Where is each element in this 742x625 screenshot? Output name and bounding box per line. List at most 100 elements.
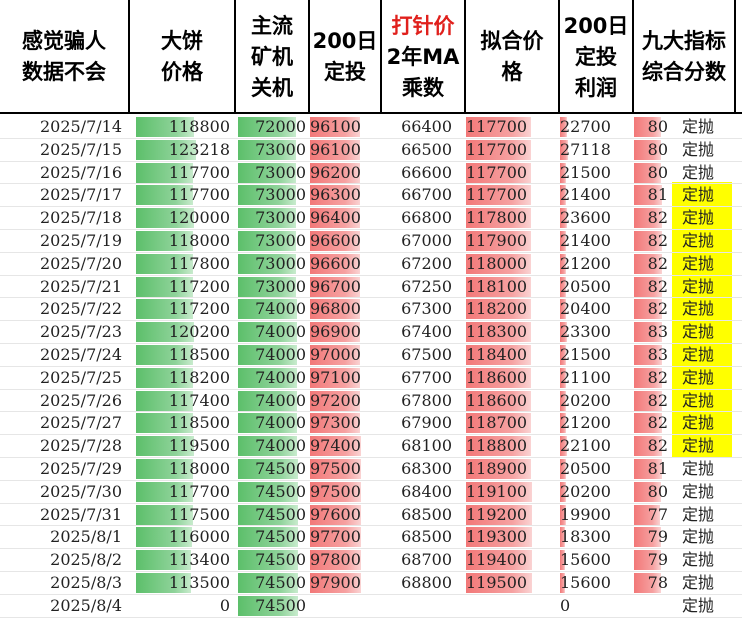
dca-profit-cell[interactable]: 20500 bbox=[560, 459, 611, 478]
btc-price-cell[interactable]: 117200 bbox=[168, 276, 230, 296]
ma-multiplier-cell[interactable]: 66600 bbox=[401, 162, 452, 182]
dca-profit-cell[interactable]: 27118 bbox=[560, 139, 611, 159]
dca-profit-cell[interactable]: 22700 bbox=[560, 117, 611, 136]
date-cell[interactable]: 2025/7/15 bbox=[39, 139, 122, 159]
action-cell[interactable]: 定抛 bbox=[681, 139, 714, 159]
header-2y-ma[interactable]: 打针价 2年MA 乘数 bbox=[382, 0, 464, 114]
score-cell[interactable]: 77 bbox=[647, 504, 668, 524]
btc-price-cell[interactable]: 0 bbox=[219, 595, 230, 615]
date-cell[interactable]: 2025/7/16 bbox=[39, 162, 122, 182]
dca-cell[interactable] bbox=[310, 595, 372, 617]
fit-price-cell[interactable]: 117700 bbox=[466, 162, 528, 182]
score-cell[interactable]: 82 bbox=[647, 208, 668, 228]
miner-shutdown-cell[interactable]: 73000 bbox=[255, 276, 306, 296]
score-cell[interactable]: 78 bbox=[647, 573, 668, 592]
fit-price-cell[interactable]: 117700 bbox=[466, 139, 528, 159]
action-cell[interactable]: 定抛 bbox=[681, 481, 714, 501]
btc-price-cell[interactable]: 117700 bbox=[168, 162, 230, 182]
miner-shutdown-cell[interactable]: 72000 bbox=[255, 117, 306, 136]
action-cell[interactable]: 定抛 bbox=[681, 117, 714, 136]
action-cell[interactable]: 定抛 bbox=[681, 299, 714, 319]
miner-shutdown-cell[interactable]: 73000 bbox=[255, 139, 306, 159]
action-cell[interactable]: 定抛 bbox=[681, 595, 714, 615]
fit-price-cell[interactable] bbox=[466, 595, 552, 617]
btc-price-cell[interactable]: 118800 bbox=[168, 117, 230, 136]
score-cell[interactable]: 82 bbox=[647, 253, 668, 273]
btc-price-cell[interactable]: 117700 bbox=[168, 185, 230, 205]
fit-price-cell[interactable]: 117700 bbox=[466, 117, 528, 136]
miner-shutdown-cell[interactable]: 74000 bbox=[255, 345, 306, 364]
dca-profit-cell[interactable]: 20500 bbox=[560, 276, 611, 296]
dca-profit-cell[interactable]: 20200 bbox=[560, 390, 611, 410]
score-cell[interactable]: 80 bbox=[647, 162, 668, 182]
action-cell[interactable]: 定抛 bbox=[681, 231, 714, 250]
action-cell[interactable]: 定抛 bbox=[681, 390, 714, 410]
score-cell[interactable]: 80 bbox=[647, 117, 668, 136]
fit-price-cell[interactable]: 118600 bbox=[466, 367, 528, 387]
miner-shutdown-cell[interactable]: 74000 bbox=[255, 413, 306, 433]
action-cell[interactable]: 定抛 bbox=[681, 208, 714, 228]
score-cell[interactable]: 82 bbox=[647, 436, 668, 456]
dca-profit-cell[interactable]: 20400 bbox=[560, 299, 611, 319]
ma-multiplier-cell[interactable]: 67200 bbox=[401, 253, 452, 273]
date-cell[interactable]: 2025/7/30 bbox=[39, 481, 122, 501]
ma-multiplier-cell[interactable] bbox=[382, 595, 452, 617]
action-cell[interactable]: 定抛 bbox=[681, 322, 714, 342]
date-cell[interactable]: 2025/8/1 bbox=[50, 527, 122, 547]
btc-price-cell[interactable]: 117700 bbox=[168, 481, 230, 501]
date-cell[interactable]: 2025/7/22 bbox=[39, 299, 122, 319]
fit-price-cell[interactable]: 118300 bbox=[466, 322, 528, 342]
btc-price-cell[interactable]: 113500 bbox=[168, 573, 230, 592]
fit-price-cell[interactable]: 117900 bbox=[466, 231, 528, 250]
dca-cell[interactable]: 96100 bbox=[310, 139, 361, 159]
action-cell[interactable]: 定抛 bbox=[681, 413, 714, 433]
btc-price-cell[interactable]: 120200 bbox=[168, 322, 230, 342]
fit-price-cell[interactable]: 118900 bbox=[466, 459, 528, 478]
miner-shutdown-cell[interactable]: 74500 bbox=[255, 573, 306, 592]
miner-shutdown-cell[interactable]: 74000 bbox=[255, 299, 306, 319]
score-cell[interactable]: 82 bbox=[647, 299, 668, 319]
date-cell[interactable]: 2025/7/18 bbox=[39, 208, 122, 228]
ma-multiplier-cell[interactable]: 68700 bbox=[401, 550, 452, 570]
date-cell[interactable]: 2025/7/21 bbox=[39, 276, 122, 296]
miner-shutdown-cell[interactable]: 74500 bbox=[255, 550, 306, 570]
miner-shutdown-cell[interactable]: 73000 bbox=[255, 253, 306, 273]
fit-price-cell[interactable]: 118600 bbox=[466, 390, 528, 410]
fit-price-cell[interactable]: 117700 bbox=[466, 185, 528, 205]
score-cell[interactable]: 82 bbox=[647, 390, 668, 410]
fit-price-cell[interactable]: 119400 bbox=[466, 550, 528, 570]
dca-cell[interactable]: 97600 bbox=[310, 504, 361, 524]
dca-cell[interactable]: 97500 bbox=[310, 459, 361, 478]
score-cell[interactable]: 81 bbox=[647, 185, 668, 205]
header-fit-price[interactable]: 拟合价格 bbox=[466, 0, 558, 114]
dca-cell[interactable]: 96600 bbox=[310, 231, 361, 250]
action-cell[interactable]: 定抛 bbox=[681, 436, 714, 456]
btc-price-cell[interactable]: 123218 bbox=[168, 139, 230, 159]
ma-multiplier-cell[interactable]: 67700 bbox=[401, 367, 452, 387]
btc-price-cell[interactable]: 117800 bbox=[168, 253, 230, 273]
btc-price-cell[interactable]: 113400 bbox=[168, 550, 230, 570]
dca-cell[interactable]: 97900 bbox=[310, 573, 361, 592]
action-cell[interactable]: 定抛 bbox=[681, 345, 714, 364]
ma-multiplier-cell[interactable]: 66700 bbox=[401, 185, 452, 205]
dca-profit-cell[interactable]: 20200 bbox=[560, 481, 611, 501]
btc-price-cell[interactable]: 117400 bbox=[168, 390, 230, 410]
fit-price-cell[interactable]: 118200 bbox=[466, 299, 528, 319]
action-cell[interactable]: 定抛 bbox=[681, 185, 714, 205]
btc-price-cell[interactable]: 116000 bbox=[168, 527, 230, 547]
miner-shutdown-cell[interactable]: 74000 bbox=[255, 436, 306, 456]
btc-price-cell[interactable]: 118500 bbox=[168, 413, 230, 433]
header-200d-dca[interactable]: 200日 定投 bbox=[310, 0, 380, 114]
action-cell[interactable]: 定抛 bbox=[681, 550, 714, 570]
action-cell[interactable]: 定抛 bbox=[681, 527, 714, 547]
dca-profit-cell[interactable]: 23300 bbox=[560, 322, 611, 342]
score-cell[interactable] bbox=[634, 595, 668, 617]
fit-price-cell[interactable]: 118400 bbox=[466, 345, 528, 364]
dca-profit-cell[interactable]: 21400 bbox=[560, 185, 611, 205]
btc-price-cell[interactable]: 117500 bbox=[168, 504, 230, 524]
fit-price-cell[interactable]: 119200 bbox=[466, 504, 528, 524]
miner-shutdown-cell[interactable]: 74500 bbox=[255, 481, 306, 501]
score-cell[interactable]: 83 bbox=[647, 322, 668, 342]
ma-multiplier-cell[interactable]: 67500 bbox=[401, 345, 452, 364]
miner-shutdown-cell[interactable]: 74000 bbox=[255, 322, 306, 342]
